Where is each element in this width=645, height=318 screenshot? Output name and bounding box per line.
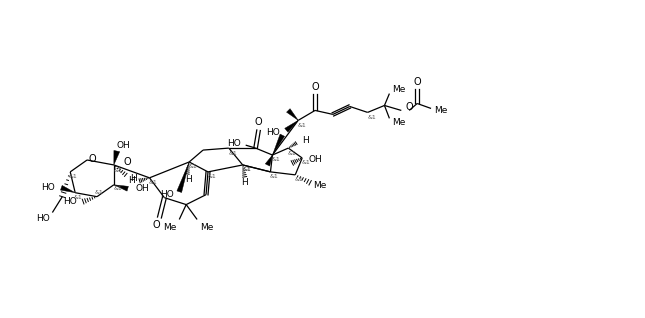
Text: O: O xyxy=(405,102,413,113)
Text: &1: &1 xyxy=(95,190,103,195)
Text: &1: &1 xyxy=(114,169,122,173)
Text: &1: &1 xyxy=(243,167,251,172)
Text: HO: HO xyxy=(161,190,174,199)
Text: H: H xyxy=(130,174,137,183)
Text: &1: &1 xyxy=(298,123,306,128)
Text: OH: OH xyxy=(135,184,150,193)
Text: OH: OH xyxy=(308,156,322,164)
Text: H: H xyxy=(185,175,192,184)
Polygon shape xyxy=(114,185,128,191)
Text: H: H xyxy=(128,176,135,185)
Polygon shape xyxy=(272,134,284,155)
Text: OH: OH xyxy=(117,141,130,150)
Text: Me: Me xyxy=(392,118,406,127)
Text: H: H xyxy=(241,178,248,187)
Polygon shape xyxy=(286,109,298,120)
Text: &1: &1 xyxy=(189,164,197,169)
Text: O: O xyxy=(255,117,263,127)
Text: O: O xyxy=(413,77,421,87)
Polygon shape xyxy=(61,185,75,193)
Text: O: O xyxy=(124,157,132,167)
Polygon shape xyxy=(114,150,120,165)
Text: &1: &1 xyxy=(114,186,122,191)
Text: &1: &1 xyxy=(149,180,158,185)
Text: &1: &1 xyxy=(288,150,297,156)
Text: HO: HO xyxy=(35,214,50,223)
Text: Me: Me xyxy=(434,106,448,115)
Text: Me: Me xyxy=(163,223,176,232)
Text: Me: Me xyxy=(392,85,406,94)
Polygon shape xyxy=(265,155,272,166)
Text: O: O xyxy=(88,154,95,164)
Text: &1: &1 xyxy=(270,174,279,179)
Text: &1: &1 xyxy=(228,150,237,156)
Text: HO: HO xyxy=(63,197,77,206)
Text: HO: HO xyxy=(42,183,55,192)
Text: HO: HO xyxy=(227,139,241,148)
Text: &1: &1 xyxy=(272,157,281,162)
Text: &1: &1 xyxy=(302,161,310,165)
Text: &1: &1 xyxy=(243,167,251,172)
Text: &1: &1 xyxy=(74,195,83,200)
Text: Me: Me xyxy=(200,223,213,232)
Polygon shape xyxy=(284,120,298,132)
Polygon shape xyxy=(177,162,189,192)
Text: O: O xyxy=(312,82,319,92)
Text: HO: HO xyxy=(266,128,281,137)
Text: &1: &1 xyxy=(69,174,77,179)
Text: O: O xyxy=(153,220,160,231)
Text: Me: Me xyxy=(313,181,326,190)
Text: H: H xyxy=(302,136,309,145)
Text: &1: &1 xyxy=(295,177,304,182)
Text: &1: &1 xyxy=(367,115,376,120)
Text: &1: &1 xyxy=(208,174,216,179)
